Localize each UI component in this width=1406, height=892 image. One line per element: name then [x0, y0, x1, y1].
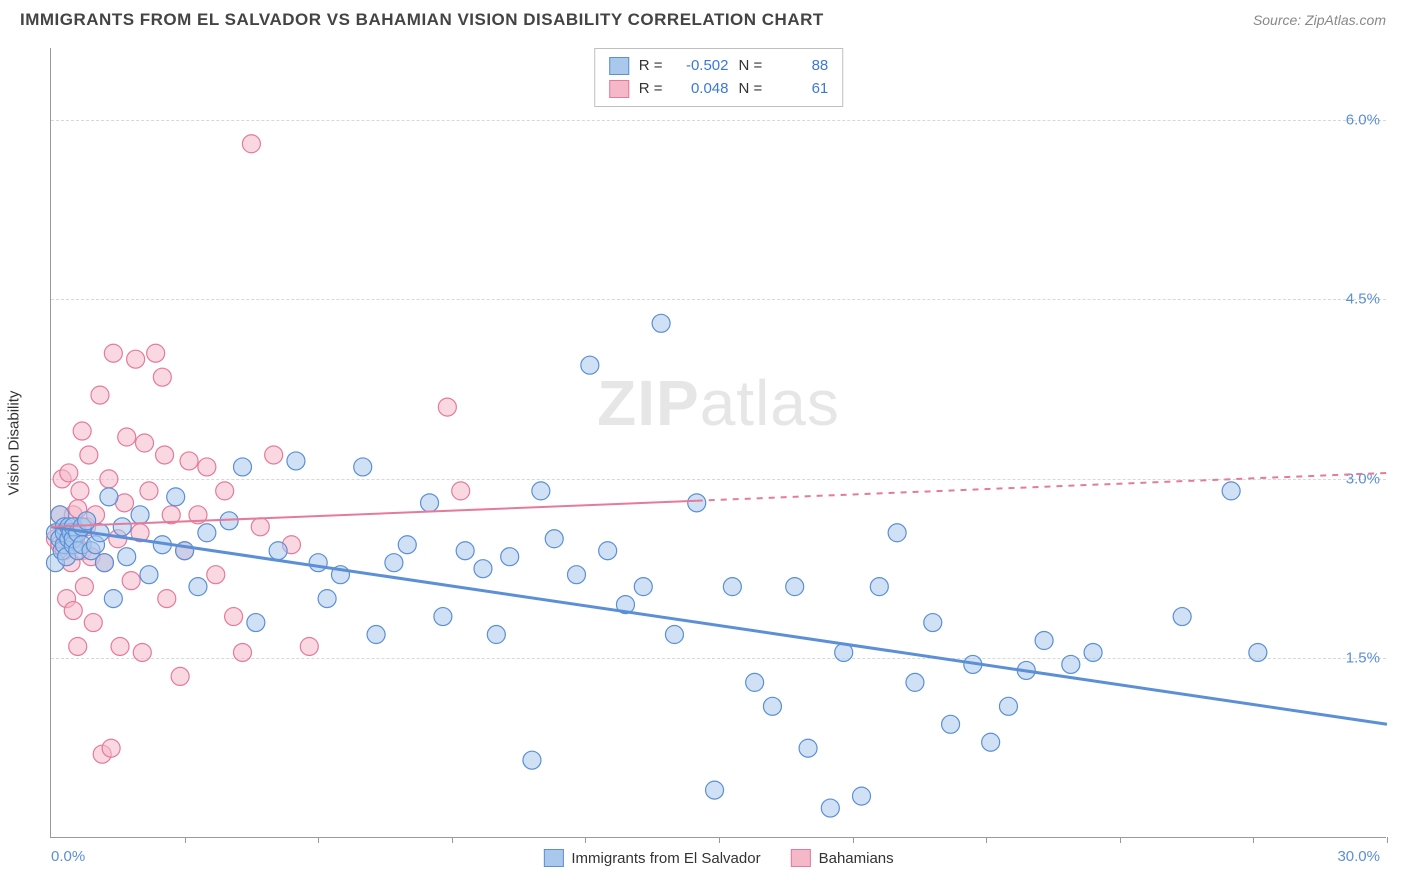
- r-label: R =: [639, 78, 663, 101]
- n-label: N =: [739, 55, 763, 78]
- swatch-elsalvador: [543, 849, 563, 867]
- n-label: N =: [739, 78, 763, 101]
- x-max-label: 30.0%: [1337, 848, 1380, 865]
- chart-title: IMMIGRANTS FROM EL SALVADOR VS BAHAMIAN …: [20, 10, 824, 30]
- source-prefix: Source:: [1253, 12, 1305, 28]
- r-label: R =: [639, 55, 663, 78]
- x-min-label: 0.0%: [51, 848, 85, 865]
- source-name: ZipAtlas.com: [1305, 12, 1386, 28]
- legend-item-elsalvador: Immigrants from El Salvador: [543, 849, 760, 867]
- legend-item-bahamians: Bahamians: [791, 849, 894, 867]
- trend-lines: [51, 48, 1386, 837]
- y-axis-label: Vision Disability: [6, 391, 23, 496]
- swatch-bahamians: [791, 849, 811, 867]
- legend-label-elsalvador: Immigrants from El Salvador: [571, 850, 760, 867]
- bottom-legend: Immigrants from El Salvador Bahamians: [543, 849, 893, 867]
- header: IMMIGRANTS FROM EL SALVADOR VS BAHAMIAN …: [0, 0, 1406, 36]
- swatch-bahamians: [609, 80, 629, 98]
- r-value-elsalvador: -0.502: [673, 55, 729, 78]
- swatch-elsalvador: [609, 57, 629, 75]
- r-value-bahamians: 0.048: [673, 78, 729, 101]
- chart-area: Vision Disability ZIPatlas 1.5%3.0%4.5%6…: [50, 48, 1386, 838]
- stats-row-elsalvador: R = -0.502 N = 88: [609, 55, 829, 78]
- stats-legend-box: R = -0.502 N = 88 R = 0.048 N = 61: [594, 48, 844, 107]
- stats-row-bahamians: R = 0.048 N = 61: [609, 78, 829, 101]
- legend-label-bahamians: Bahamians: [819, 850, 894, 867]
- source-attribution: Source: ZipAtlas.com: [1253, 12, 1386, 28]
- n-value-elsalvador: 88: [772, 55, 828, 78]
- n-value-bahamians: 61: [772, 78, 828, 101]
- plot-area: ZIPatlas 1.5%3.0%4.5%6.0% R = -0.502 N =…: [50, 48, 1386, 838]
